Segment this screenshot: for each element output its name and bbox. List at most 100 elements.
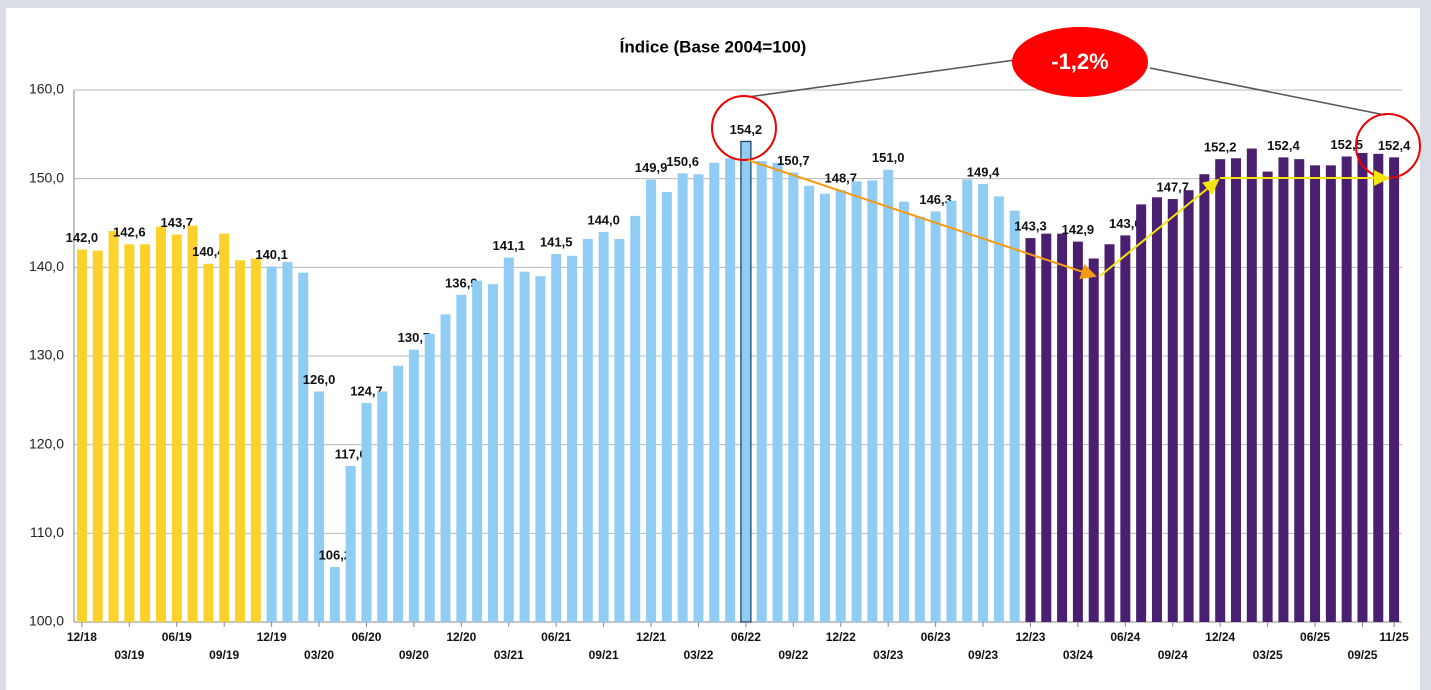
- value-label: 149,9: [635, 160, 668, 175]
- x-tick-label: 06/25: [1300, 630, 1330, 644]
- value-label: 151,0: [872, 150, 905, 165]
- trend-arrow: [747, 159, 1097, 280]
- x-tick-label: 06/21: [541, 630, 571, 644]
- value-label: 147,7: [1156, 179, 1189, 194]
- bar: [677, 173, 688, 622]
- x-tick-label: 09/23: [968, 648, 998, 662]
- value-label: 152,4: [1378, 138, 1411, 153]
- bar: [1231, 158, 1241, 623]
- bar: [408, 349, 419, 622]
- trend-arrow: [1099, 178, 1220, 277]
- change-label: -1,2%: [1051, 49, 1108, 74]
- bar: [1310, 165, 1321, 622]
- x-tick-label: 06/20: [351, 630, 381, 644]
- bar: [630, 215, 641, 622]
- y-tick-label: 130,0: [29, 347, 64, 363]
- bar: [725, 158, 736, 623]
- bar: [582, 238, 593, 622]
- bar: [535, 276, 546, 622]
- bar: [345, 465, 356, 622]
- x-tick-label: 03/19: [114, 648, 144, 662]
- bar: [1389, 157, 1400, 623]
- value-label: 142,6: [113, 225, 146, 240]
- bar: [1373, 153, 1384, 622]
- value-label: 142,0: [66, 230, 99, 245]
- x-tick-label: 03/21: [494, 648, 524, 662]
- bar: [567, 255, 577, 622]
- x-tick-label: 09/21: [589, 648, 619, 662]
- bar: [472, 280, 483, 622]
- bar: [1041, 233, 1052, 622]
- bar: [756, 160, 767, 622]
- bar: [835, 190, 846, 622]
- highlight-circle: [711, 95, 777, 161]
- value-label: 143,3: [1014, 219, 1047, 234]
- value-label: 124,7: [350, 383, 383, 398]
- bar: [614, 238, 625, 622]
- y-tick-label: 140,0: [29, 258, 64, 274]
- bar: [978, 183, 989, 622]
- x-tick-label: 09/22: [778, 648, 808, 662]
- bar: [1183, 190, 1194, 622]
- annotations: -1,2%: [711, 27, 1421, 280]
- bar: [930, 211, 941, 622]
- x-tick-label: 06/24: [1110, 630, 1140, 644]
- x-tick-label: 12/24: [1205, 630, 1235, 644]
- bar: [487, 284, 498, 622]
- x-tick-label: 03/22: [683, 648, 713, 662]
- bar: [298, 272, 309, 622]
- bar: [92, 250, 103, 622]
- bar: [914, 216, 925, 622]
- bar: [1120, 235, 1131, 622]
- x-tick-label: 09/24: [1158, 648, 1188, 662]
- bar: [1341, 156, 1352, 622]
- bar: [519, 271, 530, 622]
- x-tick-label: 12/19: [257, 630, 287, 644]
- y-tick-label: 160,0: [29, 81, 64, 97]
- bar: [140, 244, 151, 622]
- bar: [235, 260, 245, 622]
- bar: [282, 262, 293, 622]
- value-label: 150,7: [777, 153, 810, 168]
- x-tick-label: 06/23: [921, 630, 951, 644]
- bar: [1167, 199, 1178, 622]
- bar: [108, 230, 119, 623]
- y-tick-label: 100,0: [29, 613, 64, 629]
- bar: [788, 172, 799, 622]
- bar: [1088, 258, 1099, 622]
- bar: [851, 181, 862, 622]
- plot: 100,0 110,0 120,0 130,0 140,0 150,0 160,0 142,0…: [29, 81, 1411, 662]
- bar: [1262, 171, 1273, 622]
- value-label: 152,2: [1204, 140, 1237, 155]
- value-label: 136,9: [445, 275, 478, 290]
- value-label: 141,5: [540, 234, 573, 249]
- bar: [1278, 157, 1289, 623]
- bar: [1294, 159, 1305, 622]
- y-tick-label: 120,0: [29, 435, 64, 451]
- bar: [1215, 159, 1226, 622]
- x-tick-label: 12/18: [67, 630, 97, 644]
- bar: [1325, 165, 1336, 622]
- bar: [1357, 152, 1368, 622]
- bar: [219, 233, 230, 622]
- x-tick-label: 12/20: [446, 630, 476, 644]
- value-label: 140,4: [192, 244, 225, 259]
- bar: [804, 185, 815, 622]
- value-label: 140,1: [255, 247, 288, 262]
- value-label: 154,2: [730, 122, 763, 137]
- bar: [646, 179, 657, 622]
- value-label: 143,7: [160, 215, 193, 230]
- value-label: 130,7: [398, 330, 431, 345]
- bar: [772, 162, 783, 622]
- bar: [819, 193, 830, 623]
- value-label: 149,4: [967, 164, 1000, 179]
- bar: [76, 249, 87, 622]
- bar: [709, 162, 720, 622]
- bar: [171, 234, 182, 622]
- value-label: 142,9: [1062, 222, 1095, 237]
- x-tick-label: 03/25: [1253, 648, 1283, 662]
- bar: [883, 169, 894, 623]
- bar: [740, 140, 752, 623]
- x-tick-label: 06/22: [731, 630, 761, 644]
